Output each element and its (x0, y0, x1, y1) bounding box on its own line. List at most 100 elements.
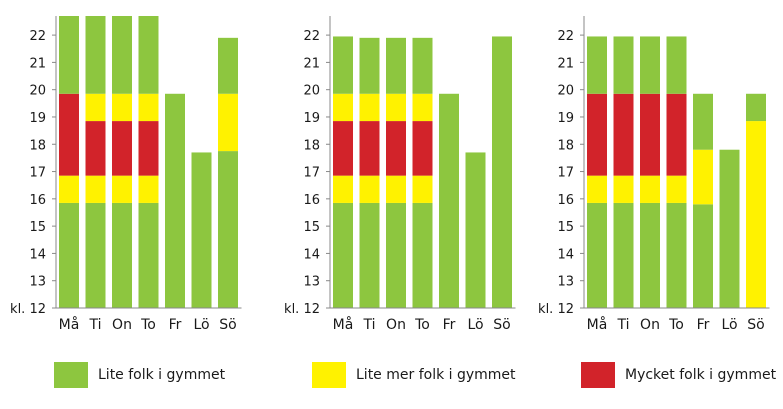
bar-Må-segment-3 (587, 93, 607, 176)
bar-To-segment-1 (412, 202, 433, 308)
bar-Må-segment-3 (333, 121, 353, 176)
x-tick-label: Sö (219, 317, 236, 333)
legend-label-low: Lite folk i gymmet (98, 367, 226, 383)
bar-Ti-segment-2 (613, 175, 634, 203)
x-tick-label: To (668, 317, 684, 333)
legend-label-high: Mycket folk i gymmet (625, 367, 777, 383)
y-tick-label: 15 (303, 220, 320, 235)
bar-On-segment-5 (112, 16, 132, 94)
x-tick-label: Sö (747, 317, 764, 333)
y-tick-label: kl. 12 (10, 302, 46, 317)
bar-To-segment-1 (138, 202, 159, 308)
bar-Sö-segment-2 (746, 93, 766, 122)
y-tick-label: kl. 12 (284, 302, 320, 317)
y-tick-label: 20 (29, 84, 46, 99)
x-tick-label: Må (333, 316, 354, 333)
bar-On-segment-2 (640, 175, 660, 203)
bar-Ti-segment-5 (85, 16, 106, 94)
bar-Må-segment-4 (333, 93, 353, 122)
legend-swatch-medium (312, 362, 346, 388)
bar-To-segment-4 (412, 93, 433, 122)
y-tick-label: 18 (29, 138, 46, 153)
bar-Ti-segment-4 (359, 93, 380, 122)
bar-To-segment-2 (138, 175, 159, 203)
x-tick-label: Fr (169, 317, 182, 333)
bar-On-segment-2 (386, 175, 406, 203)
legend-item-medium: Lite mer folk i gymmet (312, 362, 516, 388)
bar-Sö-segment-2 (218, 93, 238, 152)
bar-Fr-segment-3 (693, 93, 713, 150)
x-tick-label: Ti (616, 317, 629, 333)
legend: Lite folk i gymmet Lite mer folk i gymme… (0, 362, 783, 392)
y-tick-label: 14 (557, 247, 574, 262)
bar-Lö-segment-1 (465, 152, 486, 308)
x-tick-label: Sö (493, 317, 510, 333)
y-tick-label: 19 (557, 111, 574, 126)
bar-Må-segment-2 (333, 175, 353, 203)
bar-Må-segment-1 (587, 202, 607, 308)
bar-On-segment-1 (640, 202, 660, 308)
x-tick-label: Lö (467, 317, 483, 333)
x-tick-label: On (640, 317, 660, 333)
x-tick-label: Må (59, 316, 80, 333)
bar-On-segment-3 (112, 121, 132, 176)
y-tick-label: 15 (557, 220, 574, 235)
chart-1: kl. 12 13 14 15 16 17 18 19 20 21 22 Må Ti On To Fr Lö Sö (10, 16, 242, 333)
bar-Ti-segment-2 (85, 175, 106, 203)
bar-Sö-segment-1 (746, 121, 766, 308)
bar-On-segment-4 (386, 93, 406, 122)
bar-Ti-segment-2 (359, 175, 380, 203)
x-tick-label: Fr (443, 317, 456, 333)
bar-On-segment-1 (386, 202, 406, 308)
y-tick-label: 21 (303, 56, 320, 71)
chart-2: kl. 12 13 14 15 16 17 18 19 20 21 22 Må Ti On To Fr Lö Sö (284, 16, 516, 333)
y-tick-label: 21 (29, 56, 46, 71)
y-tick-label: 14 (29, 247, 46, 262)
x-tick-label: On (386, 317, 406, 333)
x-tick-label: Ti (88, 317, 101, 333)
bar-Ti-segment-5 (359, 37, 380, 94)
bar-Ti-segment-3 (85, 121, 106, 176)
bar-Må-segment-2 (587, 175, 607, 203)
y-tick-label: 22 (557, 29, 574, 44)
x-tick-label: On (112, 317, 132, 333)
bar-On-segment-4 (640, 36, 660, 94)
y-tick-label: 14 (303, 247, 320, 262)
y-tick-label: 13 (557, 275, 574, 290)
y-tick-label: 17 (557, 166, 574, 181)
y-tick-label: 18 (557, 138, 574, 153)
bar-To-segment-2 (412, 175, 433, 203)
bar-To-segment-1 (666, 202, 687, 308)
y-tick-label: 16 (303, 193, 320, 208)
bar-Fr-segment-2 (693, 149, 713, 205)
bar-To-segment-3 (138, 121, 159, 176)
y-tick-label: kl. 12 (538, 302, 574, 317)
bar-Ti-segment-4 (85, 93, 106, 122)
legend-swatch-high (581, 362, 615, 388)
bar-On-segment-3 (386, 121, 406, 176)
legend-item-low: Lite folk i gymmet (54, 362, 225, 388)
bar-Fr-segment-1 (439, 93, 459, 309)
bar-Sö-segment-3 (218, 37, 238, 94)
bar-To-segment-4 (138, 93, 159, 122)
bar-To-segment-3 (412, 121, 433, 176)
bar-Fr-segment-1 (165, 93, 185, 309)
bar-Ti-segment-1 (359, 202, 380, 308)
bar-On-segment-1 (112, 202, 132, 308)
y-tick-label: 13 (303, 275, 320, 290)
y-tick-label: 22 (29, 29, 46, 44)
bar-Ti-segment-1 (85, 202, 106, 308)
y-tick-label: 15 (29, 220, 46, 235)
legend-swatch-low (54, 362, 88, 388)
bar-On-segment-5 (386, 37, 406, 94)
bar-Sö-segment-1 (218, 151, 238, 308)
bar-Må-segment-1 (59, 202, 79, 308)
bar-To-segment-2 (666, 175, 687, 203)
gym-occupancy-charts: kl. 12 13 14 15 16 17 18 19 20 21 22 Må Ti On To Fr Lö Sö… (10, 16, 770, 333)
bar-Må-segment-4 (59, 16, 79, 94)
bar-To-segment-5 (412, 37, 433, 94)
bar-Ti-segment-3 (359, 121, 380, 176)
x-tick-label: Fr (697, 317, 710, 333)
y-tick-label: 19 (303, 111, 320, 126)
x-tick-label: Ti (362, 317, 375, 333)
